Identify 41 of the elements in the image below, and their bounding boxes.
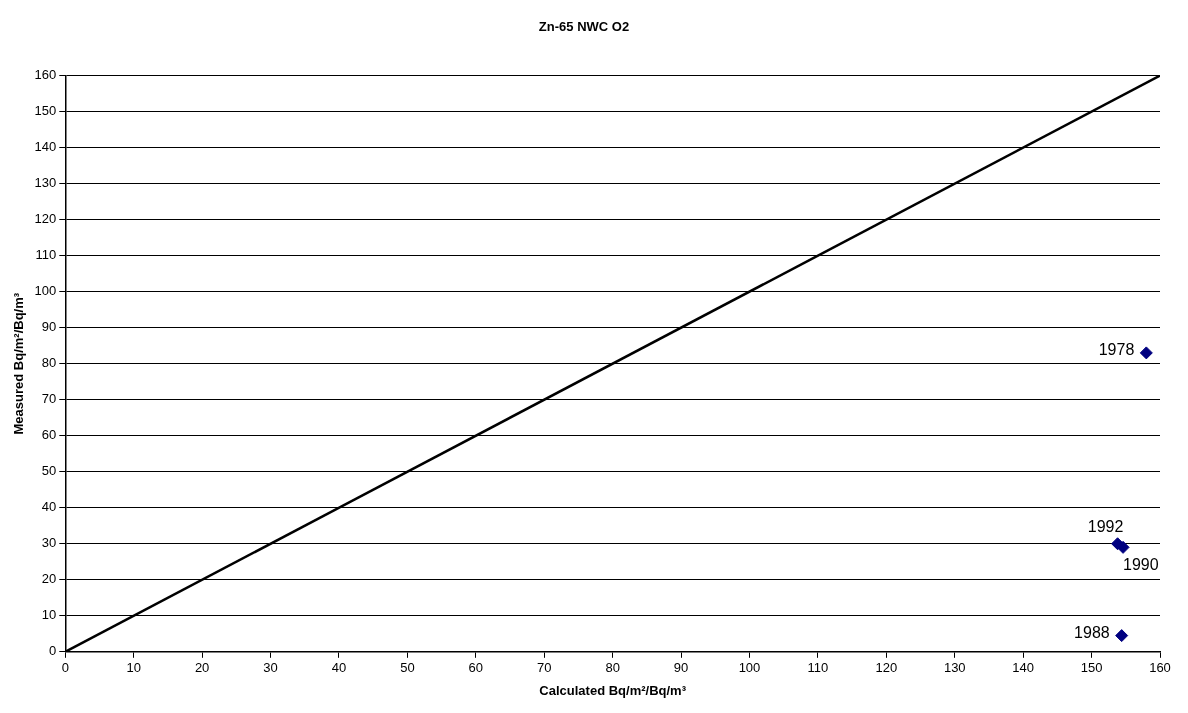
x-tick-label: 90 — [673, 660, 689, 676]
x-axis-title: Calculated Bq/m²/Bq/m³ — [539, 682, 687, 698]
y-tick-label: 40 — [41, 499, 57, 515]
y-tick-label: 110 — [35, 247, 57, 263]
x-tick-label: 20 — [194, 660, 210, 676]
y-tick-label: 80 — [41, 355, 57, 371]
x-tick-label: 60 — [468, 660, 484, 676]
y-tick-label: 140 — [34, 139, 57, 155]
y-tick-label: 70 — [41, 391, 57, 407]
x-tick-label: 110 — [807, 660, 829, 676]
annotation: 1990 — [1123, 555, 1159, 573]
y-tick-label: 30 — [41, 535, 57, 551]
y-tick-label: 100 — [34, 283, 57, 299]
x-tick-label: 140 — [1012, 660, 1035, 676]
x-tick-label: 30 — [263, 660, 278, 676]
y-tick-label: 20 — [41, 571, 57, 587]
x-tick-label: 50 — [400, 660, 415, 676]
x-tick-label: 0 — [61, 660, 69, 676]
x-tick-label: 10 — [126, 660, 141, 676]
y-tick-label: 160 — [34, 67, 57, 83]
y-tick-label: 0 — [49, 643, 57, 659]
y-tick-label: 150 — [34, 103, 57, 119]
x-tick-label: 40 — [331, 660, 347, 676]
y-axis-title: Measured Bq/m²/Bq/m³ — [11, 292, 27, 435]
annotation: 1992 — [1087, 518, 1124, 536]
x-tick-label: 120 — [875, 660, 898, 676]
x-tick-label: 70 — [536, 660, 552, 676]
x-tick-label: 130 — [943, 660, 966, 676]
annotation: 1978 — [1098, 341, 1135, 359]
x-tick-label: 100 — [738, 660, 761, 676]
y-tick-label: 10 — [41, 607, 57, 623]
annotation: 1988 — [1074, 624, 1110, 641]
y-tick-label: 90 — [41, 319, 57, 335]
y-tick-label: 60 — [41, 427, 57, 443]
y-tick-label: 130 — [34, 175, 57, 191]
y-tick-label: 120 — [34, 211, 57, 227]
x-tick-label: 80 — [605, 660, 620, 676]
x-tick-label: 150 — [1080, 660, 1103, 676]
chart-title: Zn-65 NWC O2 — [538, 19, 630, 35]
y-tick-label: 50 — [41, 463, 57, 479]
x-tick-label: 160 — [1149, 660, 1171, 676]
